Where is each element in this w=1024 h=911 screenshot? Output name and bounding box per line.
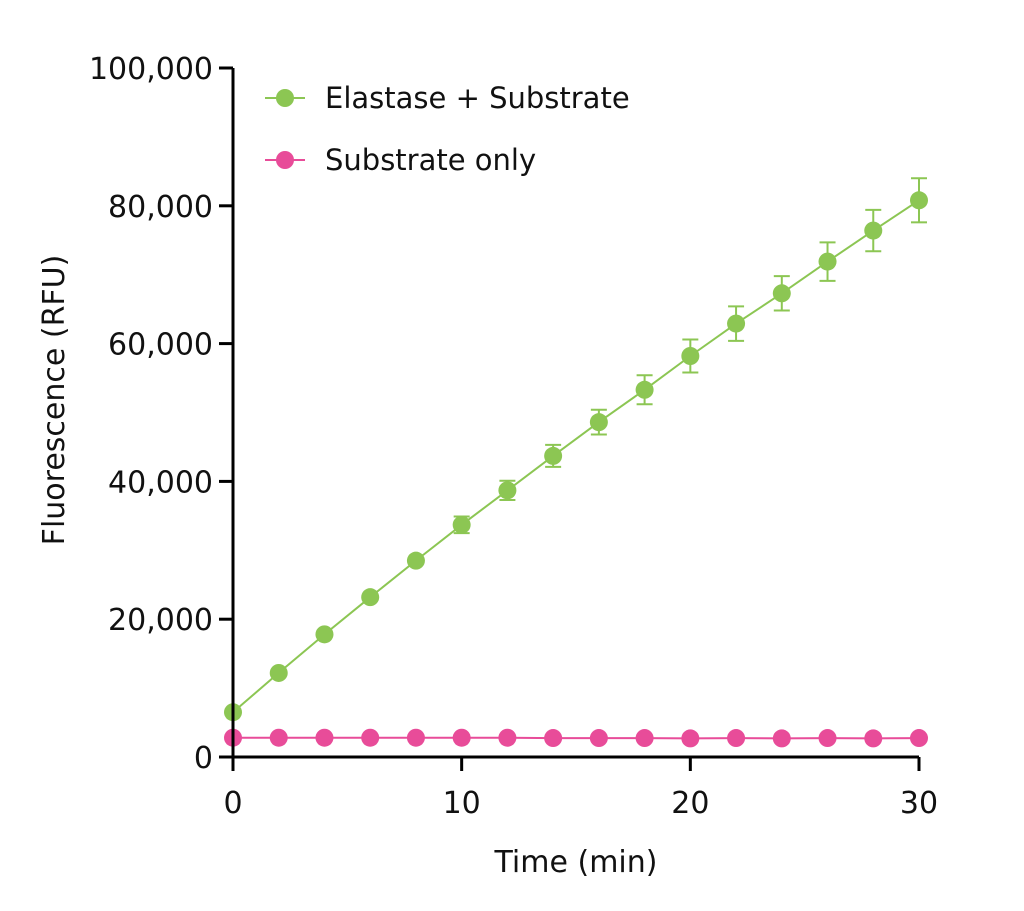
ticks-layer: 0 20,000 40,000 60,000 80,000 100,000 0 10 20 30 [89, 52, 938, 821]
data-point [727, 314, 746, 333]
data-point [681, 729, 700, 748]
y-tick-label: 40,000 [108, 465, 213, 500]
data-point [727, 729, 746, 748]
data-point [452, 515, 471, 534]
legend-label: Elastase + Substrate [325, 81, 630, 115]
data-point [544, 729, 563, 748]
legend-marker [276, 151, 294, 169]
x-tick-label: 10 [443, 786, 481, 821]
axes-layer [231, 68, 919, 759]
data-point [635, 380, 654, 399]
x-tick-label: 30 [900, 786, 938, 821]
legend-label: Substrate only [325, 143, 536, 177]
data-point [772, 284, 791, 303]
series-layer [224, 177, 928, 748]
series-2 [224, 728, 928, 748]
data-point [864, 729, 883, 748]
y-tick-label: 80,000 [108, 190, 213, 225]
data-point [589, 729, 608, 748]
data-point [681, 347, 700, 366]
x-axis-title: Time (min) [494, 845, 658, 880]
data-point [498, 728, 517, 747]
data-point [544, 446, 563, 465]
data-point [635, 729, 654, 748]
y-axis-title: Fluorescence (RFU) [37, 255, 72, 546]
legend-marker [276, 89, 294, 107]
data-point [818, 252, 837, 271]
data-point [269, 728, 288, 747]
data-point [818, 729, 837, 748]
data-point [406, 728, 425, 747]
data-point [864, 221, 883, 240]
y-tick-label: 0 [194, 741, 213, 776]
x-tick-label: 20 [671, 786, 709, 821]
data-point [910, 729, 928, 748]
y-tick-label: 20,000 [108, 603, 213, 638]
data-point [498, 481, 517, 500]
data-point [772, 729, 791, 748]
data-point [452, 728, 471, 747]
data-point [589, 413, 608, 432]
data-point [315, 625, 334, 644]
series-line [232, 199, 920, 713]
data-point [361, 588, 380, 607]
series-1 [224, 177, 928, 722]
data-point [315, 728, 334, 747]
legend: Elastase + Substrate Substrate only [265, 81, 630, 177]
x-tick-label: 0 [223, 786, 242, 821]
data-point [910, 191, 928, 210]
data-point [406, 551, 425, 570]
y-tick-label: 60,000 [108, 328, 213, 363]
series-line [233, 736, 920, 740]
data-point [269, 663, 288, 682]
y-tick-label: 100,000 [89, 52, 213, 87]
data-point [361, 728, 380, 747]
